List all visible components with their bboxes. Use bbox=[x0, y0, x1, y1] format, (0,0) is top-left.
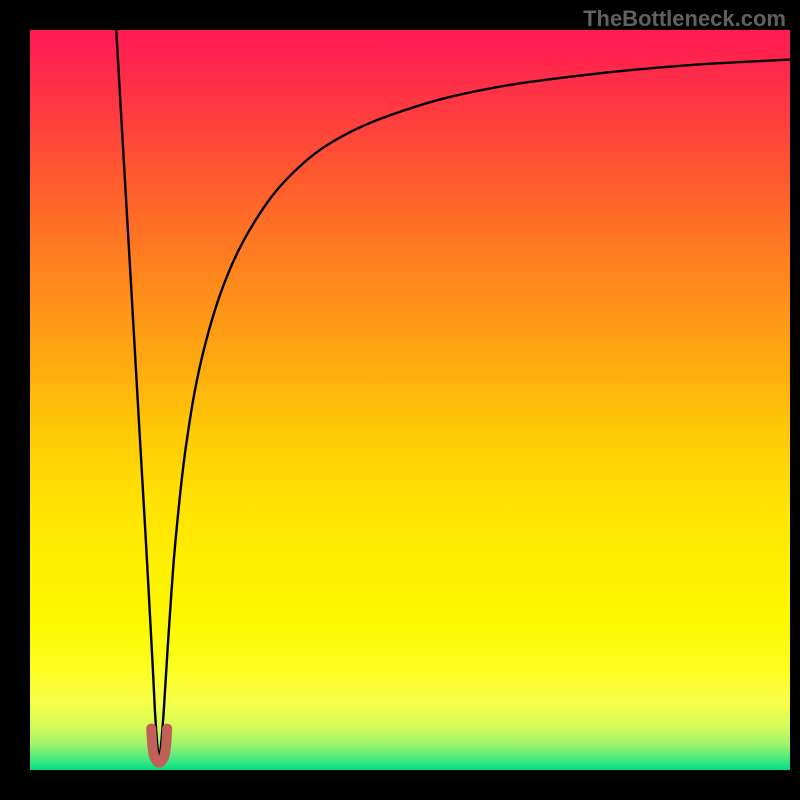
bottleneck-chart bbox=[0, 0, 800, 800]
watermark-text: TheBottleneck.com bbox=[583, 6, 786, 32]
plot-background bbox=[30, 30, 790, 770]
chart-container: TheBottleneck.com bbox=[0, 0, 800, 800]
